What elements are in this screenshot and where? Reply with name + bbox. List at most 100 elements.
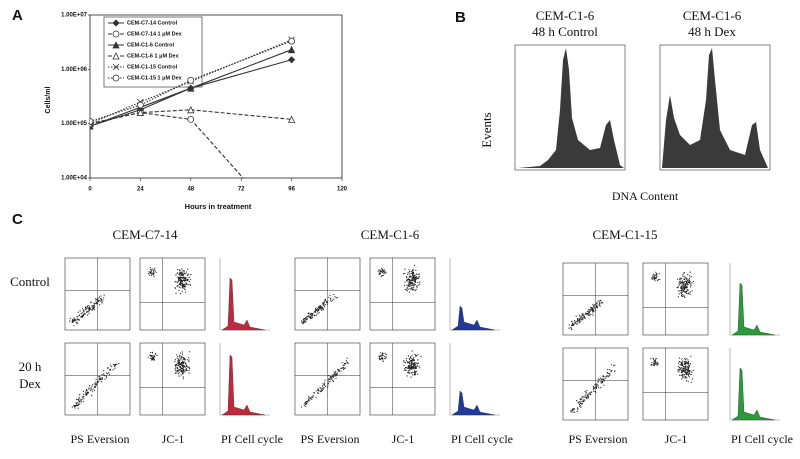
dot: [679, 367, 681, 369]
dot: [177, 276, 179, 278]
dot: [310, 317, 312, 319]
dot: [328, 381, 330, 383]
dot: [100, 295, 102, 297]
dot: [591, 391, 593, 393]
dot: [571, 324, 573, 327]
column-label: JC-1: [162, 432, 185, 446]
dot: [101, 381, 103, 383]
dot: [307, 318, 309, 320]
dot: [409, 281, 411, 283]
dot: [403, 361, 405, 363]
dot: [179, 357, 181, 359]
series-line: [90, 40, 292, 122]
dot: [108, 374, 110, 376]
dot: [321, 385, 324, 387]
cell-cycle-histogram: [451, 390, 496, 416]
dot: [570, 410, 572, 412]
dot: [691, 378, 694, 380]
dot: [688, 277, 691, 280]
dot: [690, 276, 692, 278]
dot: [149, 354, 151, 356]
dot: [596, 302, 598, 304]
dot: [100, 300, 102, 302]
dot: [381, 354, 383, 356]
dot: [189, 280, 191, 283]
dot: [411, 278, 413, 280]
dot: [576, 399, 578, 402]
dot: [413, 284, 415, 286]
dot: [686, 368, 688, 370]
dot: [682, 360, 684, 362]
dot: [306, 402, 308, 404]
dot: [404, 288, 406, 290]
dot: [187, 279, 189, 282]
dot: [379, 271, 381, 273]
dot: [305, 321, 307, 323]
dot: [151, 268, 153, 270]
dot: [77, 398, 80, 400]
dot: [340, 367, 342, 369]
dot: [381, 271, 384, 273]
dot: [153, 273, 155, 275]
dot: [591, 307, 593, 309]
dot: [97, 300, 99, 302]
dot: [419, 281, 421, 283]
dot: [177, 364, 179, 367]
dot: [383, 271, 386, 273]
dot: [600, 387, 602, 389]
dot: [384, 352, 386, 354]
dot: [306, 401, 308, 403]
dot: [153, 275, 155, 277]
dot: [179, 363, 181, 365]
dot: [680, 374, 682, 376]
dot: [380, 275, 382, 278]
dot: [407, 366, 409, 368]
dot: [655, 357, 657, 360]
dot: [180, 371, 182, 373]
dot: [188, 369, 190, 371]
dot: [99, 304, 101, 306]
dot: [654, 278, 656, 280]
dot: [151, 355, 153, 358]
dot: [382, 274, 384, 276]
dot: [691, 290, 693, 292]
dot: [409, 360, 412, 362]
dot: [328, 378, 330, 380]
series-line: [90, 39, 292, 125]
dot: [185, 363, 187, 365]
dot: [599, 305, 601, 307]
dot: [74, 407, 76, 409]
dot: [347, 361, 349, 364]
dot: [88, 309, 90, 312]
dot: [73, 317, 75, 319]
dot: [174, 368, 176, 370]
dot: [77, 311, 79, 313]
dot: [73, 318, 75, 320]
dot: [597, 378, 600, 380]
dot: [323, 302, 325, 304]
dot: [76, 404, 78, 406]
dot: [410, 272, 412, 275]
marker: [136, 108, 145, 116]
dot: [589, 309, 591, 311]
dot: [300, 320, 303, 322]
dot: [408, 282, 410, 284]
dot: [414, 366, 416, 368]
dot: [579, 321, 581, 323]
dot: [153, 356, 155, 358]
dot: [656, 362, 659, 364]
column-label: JC-1: [392, 432, 415, 446]
dot: [338, 370, 340, 372]
dot: [175, 274, 177, 276]
dot: [88, 305, 90, 307]
dot: [87, 314, 89, 316]
dot: [411, 287, 413, 289]
legend-label: CEM-C7-14 Control: [127, 20, 178, 26]
dot: [415, 373, 417, 375]
dot: [95, 381, 97, 383]
dot: [574, 320, 576, 322]
dot: [382, 359, 384, 361]
dot: [417, 354, 419, 356]
marker: [288, 37, 296, 45]
dot: [185, 273, 187, 275]
